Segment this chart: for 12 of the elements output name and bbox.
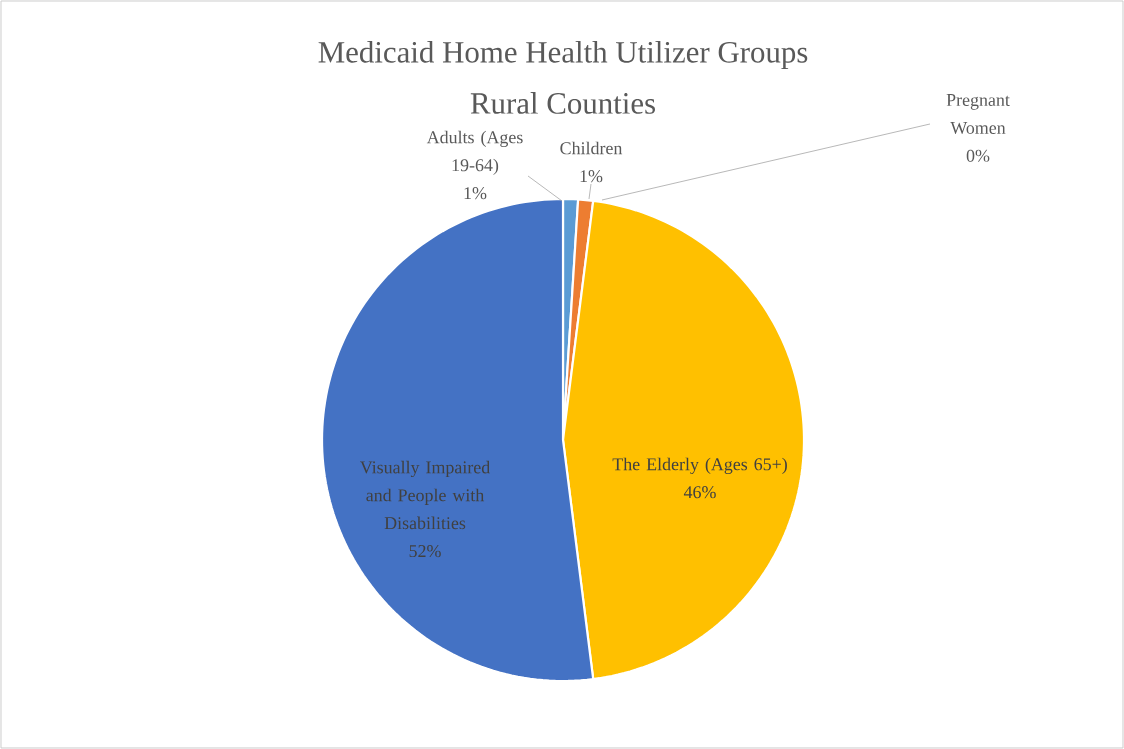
slice-label: The Elderly (Ages 65+) xyxy=(612,457,787,475)
data-label: 1% xyxy=(580,170,603,183)
chart-subtitle: Rural Counties xyxy=(470,92,655,114)
chart-title: Medicaid Home Health Utilizer Groups xyxy=(318,40,808,69)
slice-label: Adults (Ages 19-64) xyxy=(426,130,523,175)
data-label: 1% xyxy=(464,187,487,200)
category-label: Pregnant Women xyxy=(946,94,1010,135)
data-label: 46% xyxy=(683,486,716,499)
data-label: 52% xyxy=(409,545,441,558)
slice-label: Visually Impaired and People with Disabilities xyxy=(360,460,490,530)
text: 0% xyxy=(966,149,990,162)
slice-label: Children xyxy=(560,141,623,155)
